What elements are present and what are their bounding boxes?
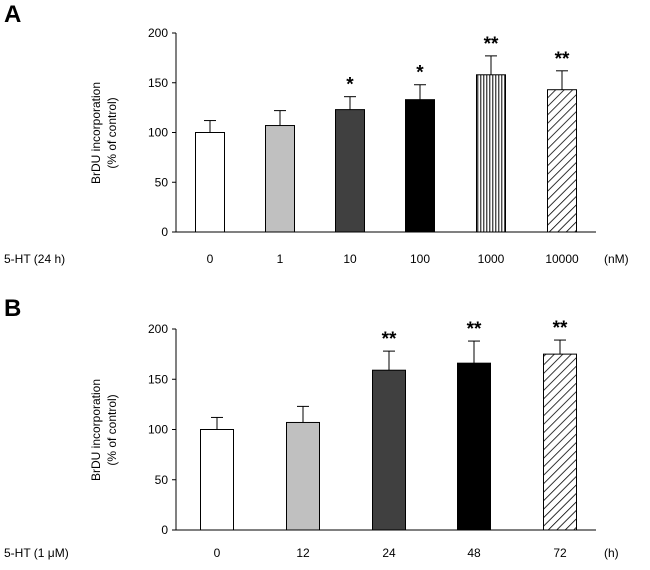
panel-a-y-tick-label: 50 xyxy=(155,175,169,189)
panel-a-bar-10 xyxy=(335,109,365,233)
panel-a-unit-label: (nM) xyxy=(604,252,629,266)
panel-a-category-label: 10000 xyxy=(545,252,579,266)
panel-a-category-label: 1 xyxy=(277,252,284,266)
panel-b-bar-12 xyxy=(286,421,320,531)
panel-b-y-tick-label: 100 xyxy=(148,423,168,437)
panel-b-unit-label: (h) xyxy=(604,546,619,560)
panel-b-treatment-label: 5-HT (1 μM) xyxy=(4,546,69,560)
panel-a-bar-10000 xyxy=(547,89,577,233)
panel-b-significance-marker: ** xyxy=(553,318,568,339)
panel-a-category-label: 10 xyxy=(343,252,357,266)
panel-b-y-tick-label: 0 xyxy=(161,523,168,537)
panel-a-category-label: 1000 xyxy=(478,252,505,266)
panel-b-y-tick-label: 50 xyxy=(155,473,169,487)
panel-a-y-tick-label: 0 xyxy=(161,225,168,239)
panel-b-y-label-line1: BrDU incorporation xyxy=(89,379,103,481)
panel-b-category-label: 24 xyxy=(382,546,396,560)
panel-b-bar-24 xyxy=(372,369,406,531)
panel-b-y-label-line2: (% of control) xyxy=(105,394,119,465)
panel-b-bar-72 xyxy=(543,353,577,531)
panel-a-bar-1000 xyxy=(476,74,506,233)
panel-a-bar-1 xyxy=(265,125,295,233)
panel-b-y-tick-label: 200 xyxy=(148,322,168,336)
panel-b-category-label: 72 xyxy=(553,546,567,560)
panel-a-bar-0 xyxy=(195,132,225,233)
panel-b-category-label: 0 xyxy=(214,546,221,560)
panel-b-significance-marker: ** xyxy=(382,329,397,350)
panel-a-y-tick-label: 150 xyxy=(148,76,168,90)
panel-a-bar-100 xyxy=(405,99,435,233)
panel-a-category-label: 100 xyxy=(410,252,430,266)
panel-a-significance-marker: ** xyxy=(484,34,499,55)
panel-b-chart: B BrDU incorporation (% of control) 5-HT… xyxy=(4,295,619,560)
panel-a-category-label: 0 xyxy=(207,252,214,266)
panel-a-y-tick-label: 200 xyxy=(148,26,168,40)
panel-b-significance-marker: ** xyxy=(467,319,482,340)
panel-a-significance-marker: * xyxy=(416,63,424,84)
panel-a-significance-marker: * xyxy=(346,75,354,96)
panel-b-y-tick-label: 150 xyxy=(148,372,168,386)
panel-b-category-label: 48 xyxy=(467,546,481,560)
panel-a-significance-marker: ** xyxy=(555,49,570,70)
panel-a-y-label-line1: BrDU incorporation xyxy=(89,82,103,184)
panel-b-bar-48 xyxy=(457,362,491,531)
panel-a-y-label-line2: (% of control) xyxy=(105,97,119,168)
panel-a-treatment-label: 5-HT (24 h) xyxy=(4,252,65,266)
panel-a-letter: A xyxy=(4,1,21,28)
panel-a-y-tick-label: 100 xyxy=(148,126,168,140)
panel-b-letter: B xyxy=(4,295,21,322)
panel-a-chart: A BrDU incorporation (% of control) 5-HT… xyxy=(4,1,629,266)
panel-b-bar-0 xyxy=(200,429,234,531)
panel-b-category-label: 12 xyxy=(296,546,310,560)
